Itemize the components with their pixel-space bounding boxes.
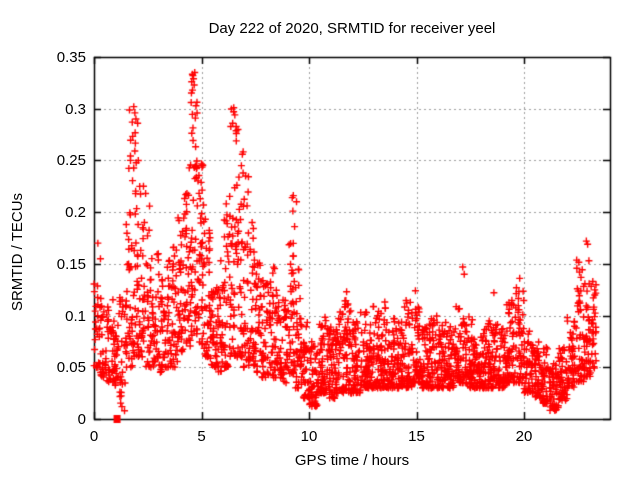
x-tick-label: 20 xyxy=(515,428,533,445)
y-tick-label: 0.2 xyxy=(65,204,86,222)
y-tick-label: 0.3 xyxy=(65,100,86,118)
x-axis-label: GPS time / hours xyxy=(294,452,410,469)
x-tick-label: 5 xyxy=(197,428,206,445)
y-tick-label: 0.1 xyxy=(65,307,86,325)
y-tick-label: 0.05 xyxy=(56,359,86,377)
y-tick-label: 0.35 xyxy=(56,49,86,66)
chart-title: Day 222 of 2020, SRMTID for receiver yee… xyxy=(208,20,496,37)
x-tick-label: 15 xyxy=(408,428,425,445)
x-tick-label: 10 xyxy=(300,428,318,445)
y-tick-label: 0.25 xyxy=(56,152,86,170)
x-tick-label: 0 xyxy=(89,428,99,445)
y-axis-label: SRMTID / TECUs xyxy=(9,192,26,312)
y-tick-label: 0.15 xyxy=(56,255,86,273)
y-tick-label: 0 xyxy=(77,411,86,428)
